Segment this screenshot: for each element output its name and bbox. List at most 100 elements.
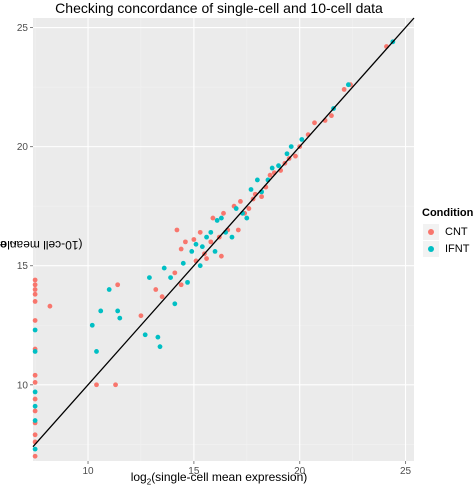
point-cnt xyxy=(32,372,38,378)
y-tick-label: 10 xyxy=(17,380,29,391)
point-cnt xyxy=(32,277,38,283)
point-cnt xyxy=(210,215,216,221)
point-ifnt xyxy=(197,263,203,269)
point-cnt xyxy=(47,303,53,309)
legend-title: Condition xyxy=(422,207,474,219)
point-cnt xyxy=(259,194,264,200)
x-tick-label: 20 xyxy=(294,466,306,477)
legend-item-cnt: CNT xyxy=(422,222,473,241)
grid-minor xyxy=(33,18,414,461)
x-tick-label: 25 xyxy=(400,466,412,477)
point-cnt xyxy=(197,229,203,235)
point-ifnt xyxy=(276,163,281,169)
point-cnt xyxy=(138,313,144,319)
point-ifnt xyxy=(32,349,38,354)
point-cnt xyxy=(159,294,165,300)
legend-item-ifnt: IFNT xyxy=(422,239,473,258)
point-ifnt xyxy=(233,206,239,211)
point-ifnt xyxy=(218,215,224,221)
legend-label-ifnt: IFNT xyxy=(445,242,470,255)
point-cnt xyxy=(32,380,38,385)
point-ifnt xyxy=(208,229,214,235)
point-cnt xyxy=(267,172,273,178)
point-cnt xyxy=(218,253,224,259)
point-cnt xyxy=(174,227,180,233)
point-cnt xyxy=(178,246,184,252)
point-cnt xyxy=(115,282,121,288)
point-cnt xyxy=(329,113,334,119)
point-ifnt xyxy=(189,249,195,254)
point-ifnt xyxy=(115,308,121,314)
legend: Condition CNT IFNT xyxy=(422,207,474,258)
point-ifnt xyxy=(180,260,186,266)
chart-title: Checking concordance of single-cell and … xyxy=(55,0,383,16)
point-ifnt xyxy=(89,322,95,328)
point-cnt xyxy=(204,256,209,261)
point-ifnt xyxy=(229,234,235,240)
point-cnt xyxy=(172,270,178,276)
point-cnt xyxy=(153,287,159,292)
y-tick-label: 20 xyxy=(17,142,29,153)
point-cnt xyxy=(221,210,226,216)
point-cnt xyxy=(32,318,38,323)
point-cnt xyxy=(32,432,38,438)
x-tick-label: 10 xyxy=(82,466,94,477)
point-ifnt xyxy=(345,82,351,88)
point-cnt xyxy=(32,282,38,288)
point-cnt xyxy=(235,227,241,233)
point-cnt xyxy=(32,299,38,304)
point-cnt xyxy=(183,239,188,245)
point-cnt xyxy=(32,453,38,459)
point-cnt xyxy=(32,396,38,402)
point-ifnt xyxy=(32,389,38,395)
point-ifnt xyxy=(157,344,163,350)
point-ifnt xyxy=(193,241,199,247)
legend-label-cnt: CNT xyxy=(445,225,468,238)
x-axis-ticks: 10 15 20 25 xyxy=(82,461,412,477)
point-ifnt xyxy=(32,327,38,333)
point-ifnt xyxy=(214,218,220,223)
point-ifnt xyxy=(32,403,38,409)
point-cnt xyxy=(94,382,99,388)
point-cnt xyxy=(32,291,38,297)
y-tick-label: 25 xyxy=(17,23,29,34)
point-ifnt xyxy=(168,275,173,281)
point-ifnt xyxy=(269,165,275,171)
point-ifnt xyxy=(98,308,104,314)
point-cnt xyxy=(312,120,317,126)
point-ifnt xyxy=(248,187,254,192)
point-cnt xyxy=(191,237,197,242)
point-ifnt xyxy=(106,287,112,292)
point-cnt xyxy=(208,239,214,245)
point-ifnt xyxy=(185,279,190,285)
point-ifnt xyxy=(94,349,99,354)
plot-panel xyxy=(33,18,414,461)
legend-key-ifnt xyxy=(422,239,440,258)
point-cnt xyxy=(113,382,118,388)
point-ifnt xyxy=(142,332,148,338)
point-cnt xyxy=(32,408,38,414)
point-cnt xyxy=(238,198,243,204)
point-ifnt xyxy=(284,151,290,157)
x-tick-label: 15 xyxy=(188,466,200,477)
point-cnt xyxy=(293,153,298,159)
point-ifnt xyxy=(155,334,161,340)
legend-key-cnt xyxy=(422,222,440,241)
point-ifnt xyxy=(204,234,209,240)
point-cnt xyxy=(32,287,38,292)
point-cnt xyxy=(341,87,347,92)
point-cnt xyxy=(246,206,252,211)
point-ifnt xyxy=(161,265,167,271)
point-ifnt xyxy=(147,275,152,281)
reference-line xyxy=(32,17,415,448)
point-ifnt xyxy=(299,137,305,142)
point-ifnt xyxy=(254,177,260,183)
y-axis-ticks: 10 15 20 25 xyxy=(17,23,33,391)
y-tick-label: 15 xyxy=(17,261,29,272)
point-ifnt xyxy=(117,315,123,321)
point-ifnt xyxy=(32,446,38,452)
point-cnt xyxy=(178,282,184,288)
x-axis-label: log2(single-cell mean expression) xyxy=(130,470,308,487)
